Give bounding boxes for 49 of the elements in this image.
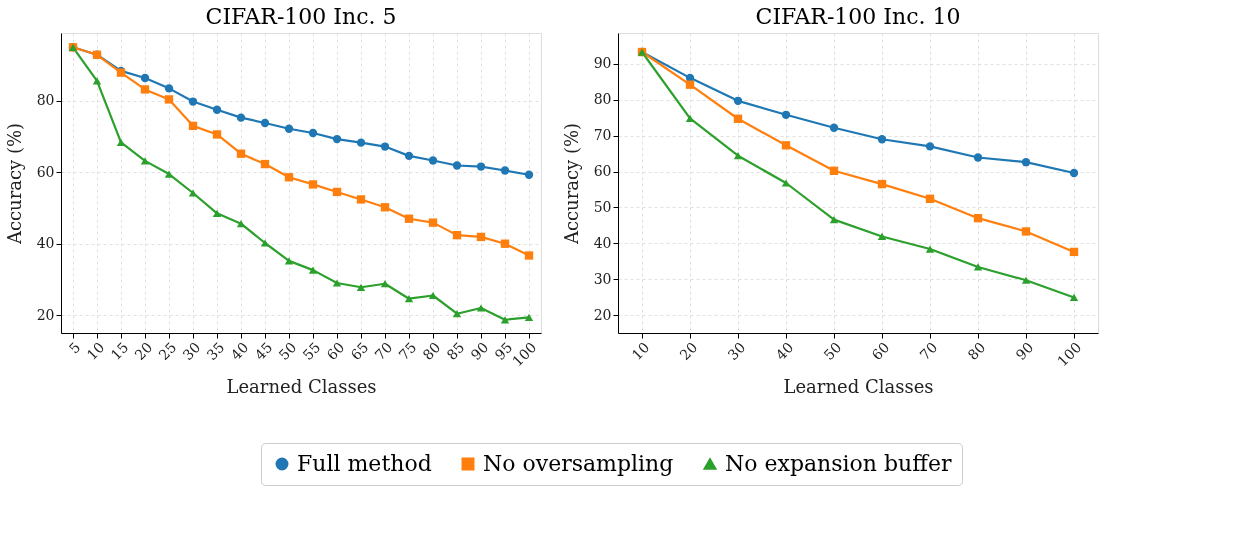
y-tick-label: 40 xyxy=(593,234,612,251)
x-tick-label: 5 xyxy=(65,339,84,357)
x-tick-label: 50 xyxy=(820,339,845,364)
x-tick-label: 70 xyxy=(371,339,396,364)
y-tick-label: 50 xyxy=(593,198,612,215)
y-tick-label: 60 xyxy=(593,163,612,180)
y-tick-label: 40 xyxy=(36,235,55,252)
x-tick-label: 60 xyxy=(323,339,348,364)
x-tick-label: 10 xyxy=(83,339,108,364)
y-axis-title: Accuracy (%) xyxy=(560,122,582,246)
chart-title: CIFAR-100 Inc. 10 xyxy=(755,4,961,29)
x-axis-title: Learned Classes xyxy=(783,376,934,398)
x-tick-label: 20 xyxy=(676,339,701,364)
x-tick-label: 30 xyxy=(179,339,204,364)
x-tick-label: 80 xyxy=(964,339,989,364)
chart-title: CIFAR-100 Inc. 5 xyxy=(205,4,397,29)
x-tick-label: 20 xyxy=(131,339,156,364)
x-tick-label: 40 xyxy=(227,339,252,364)
y-tick-label: 80 xyxy=(36,92,55,109)
x-tick-label: 10 xyxy=(628,339,653,364)
x-tick-label: 90 xyxy=(467,339,492,364)
x-tick-label: 80 xyxy=(419,339,444,364)
x-tick-label: 85 xyxy=(443,339,468,364)
legend-label: No oversampling xyxy=(483,451,674,476)
x-tick-label: 35 xyxy=(203,339,228,364)
x-tick-label: 25 xyxy=(155,339,180,364)
x-tick-label: 40 xyxy=(772,339,797,364)
x-tick-label: 55 xyxy=(299,339,324,364)
x-tick-label: 70 xyxy=(916,339,941,364)
legend-label: No expansion buffer xyxy=(725,451,952,476)
y-tick-label: 60 xyxy=(36,163,55,180)
y-tick-label: 30 xyxy=(593,270,612,287)
y-tick-label: 80 xyxy=(593,91,612,108)
x-tick-label: 45 xyxy=(251,339,276,364)
y-tick-label: 90 xyxy=(593,55,612,72)
y-axis-title: Accuracy (%) xyxy=(3,122,25,246)
x-tick-label: 100 xyxy=(1054,339,1085,370)
x-tick-label: 90 xyxy=(1012,339,1037,364)
x-tick-label: 75 xyxy=(395,339,420,364)
y-tick-label: 20 xyxy=(593,306,612,323)
y-tick-label: 20 xyxy=(36,306,55,323)
legend-label: Full method xyxy=(297,451,432,476)
x-tick-label: 50 xyxy=(275,339,300,364)
x-tick-label: 60 xyxy=(868,339,893,364)
x-tick-label: 15 xyxy=(107,339,132,364)
y-tick-label: 70 xyxy=(593,127,612,144)
x-tick-label: 30 xyxy=(724,339,749,364)
x-axis-title: Learned Classes xyxy=(226,376,377,398)
x-tick-label: 65 xyxy=(347,339,372,364)
